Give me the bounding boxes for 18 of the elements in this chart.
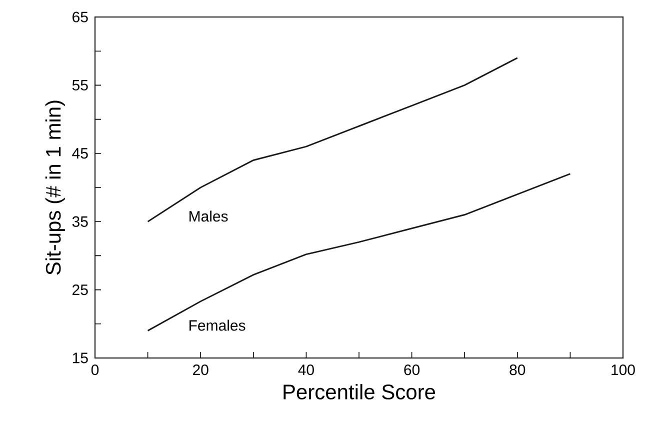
line-series [147,57,518,222]
series-label: Males [190,210,228,222]
line-series [147,173,571,332]
x-tick-label: 60 [404,364,420,376]
series-label: Females [190,320,246,331]
x-tick-label: 40 [298,364,314,376]
y-tick-label: 45 [72,148,88,159]
y-tick-label: 35 [72,216,88,227]
x-tick-label: 0 [91,364,99,376]
x-axis-title: Percentile Score [284,384,436,400]
y-axis-title: Sit-ups (# in 1 min) [45,100,65,275]
x-tick-label: 20 [193,364,208,376]
y-tick-label: 15 [72,352,88,364]
y-tick-label: 65 [72,12,88,22]
y-tick-label: 25 [72,284,88,296]
x-tick-label: 100 [612,364,635,376]
x-tick-label: 80 [510,364,526,376]
y-tick-label: 55 [72,80,88,90]
